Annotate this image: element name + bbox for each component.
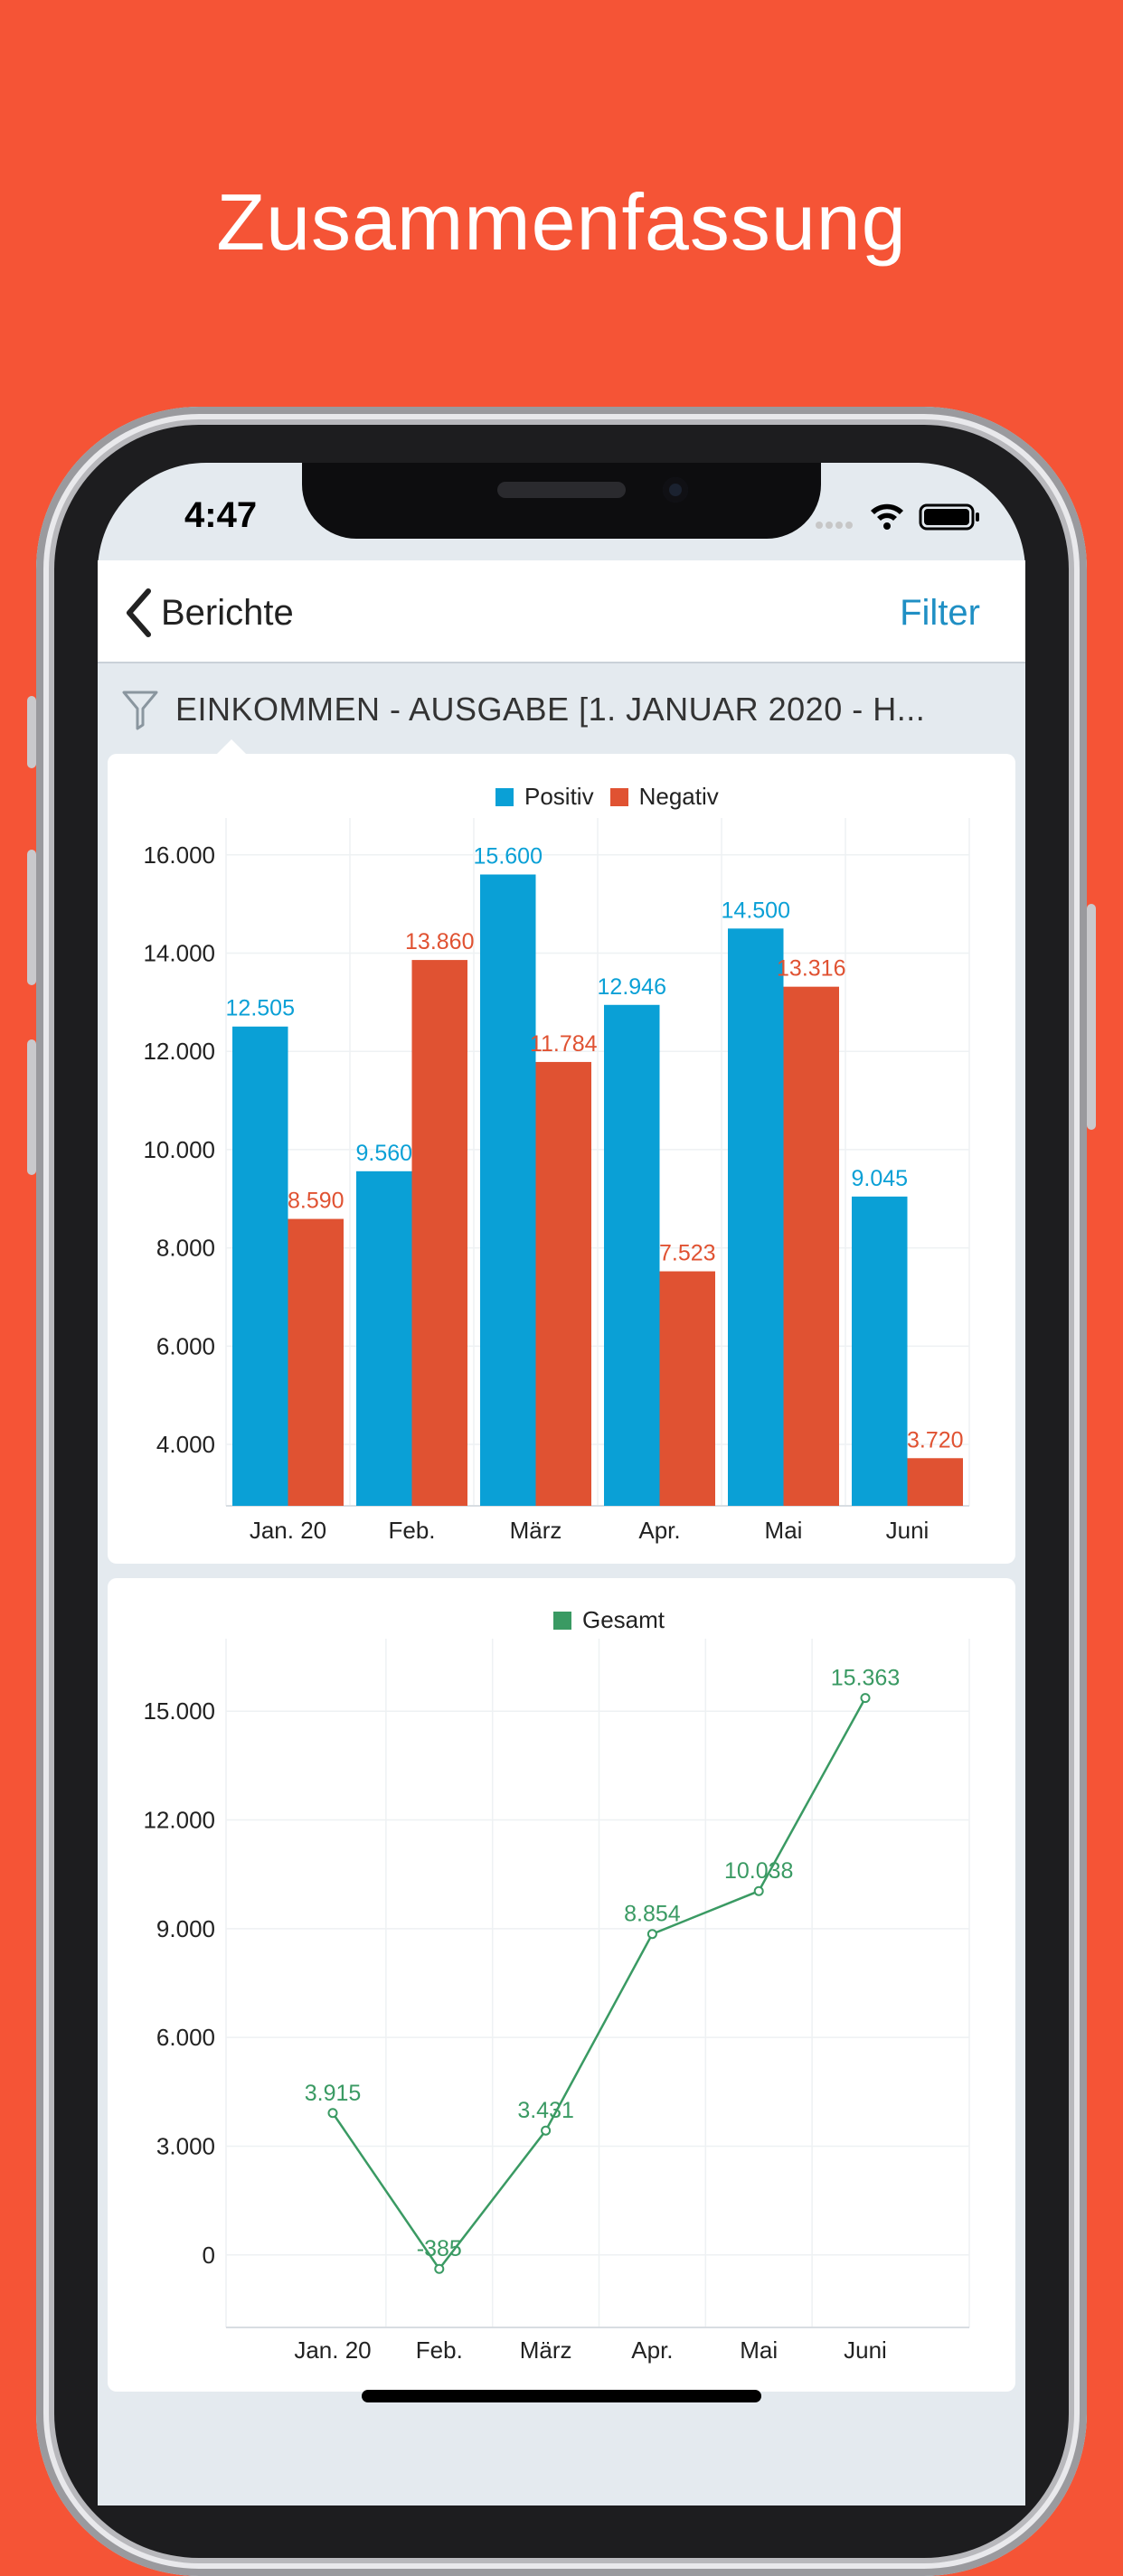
legend-total-label: Gesamt — [582, 1606, 665, 1633]
phone-camera — [663, 477, 688, 503]
point-value-label: 3.431 — [517, 2098, 574, 2123]
phone-notch — [302, 463, 821, 539]
legend-negative-swatch — [609, 787, 628, 806]
y-tick-label: 12.000 — [143, 1807, 215, 1834]
bar-positive — [852, 1196, 908, 1506]
y-tick-label: 15.000 — [143, 1697, 215, 1725]
phone-side-button — [27, 696, 36, 768]
phone-volume-down — [27, 1039, 36, 1175]
chevron-left-icon — [127, 588, 151, 637]
status-icons — [816, 503, 979, 531]
y-tick-label: 0 — [203, 2242, 215, 2269]
y-tick-label: 6.000 — [156, 1332, 215, 1359]
y-tick-label: 8.000 — [156, 1235, 215, 1262]
bar-value-label: 9.045 — [851, 1166, 908, 1191]
back-button-label: Berichte — [161, 592, 294, 633]
y-tick-label: 16.000 — [143, 841, 215, 869]
back-button[interactable]: Berichte — [125, 588, 294, 638]
y-tick-label: 6.000 — [156, 2024, 215, 2051]
y-tick-label: 10.000 — [143, 1136, 215, 1163]
bar-negative — [288, 1218, 344, 1506]
bar-value-label: 14.500 — [722, 898, 790, 923]
data-point — [541, 2125, 552, 2136]
x-tick-label: Apr. — [631, 2336, 673, 2364]
phone-volume-up — [27, 850, 36, 985]
cellular-signal-icon — [816, 522, 853, 529]
bar-negative — [535, 1061, 591, 1506]
bar-value-label: 9.560 — [355, 1141, 412, 1166]
x-tick-label: März — [520, 2336, 572, 2364]
bar-value-label: 7.523 — [659, 1241, 716, 1266]
x-tick-label: Apr. — [638, 1517, 680, 1544]
bar-value-label: 12.505 — [226, 996, 295, 1021]
bar-value-label: 13.316 — [777, 956, 845, 982]
bar-value-label: 11.784 — [530, 1031, 598, 1057]
x-tick-label: März — [510, 1517, 562, 1544]
battery-icon — [919, 503, 979, 531]
bar-value-label: 8.590 — [288, 1189, 344, 1214]
point-value-label: 8.854 — [624, 1902, 681, 1927]
bar-chart: 4.000 6.000 8.000 10.000 12.000 14.000 16.000 1… — [143, 818, 970, 1544]
bar-positive — [728, 928, 784, 1506]
x-tick-label: Jan. 20 — [250, 1517, 326, 1544]
funnel-icon — [122, 691, 158, 730]
status-time: 4:47 — [184, 495, 258, 535]
home-indicator[interactable] — [362, 2390, 761, 2402]
filter-summary-bar[interactable]: EINKOMMEN - AUSGABE [1. JANUAR 2020 - H.… — [98, 663, 1025, 756]
bar-chart-legend: Positiv Negativ — [495, 783, 719, 811]
filter-pointer — [215, 739, 248, 756]
legend-negative-label: Negativ — [638, 783, 719, 810]
data-point — [860, 1693, 871, 1704]
page-headline: Zusammenfassung — [216, 177, 907, 267]
x-tick-label: Feb. — [388, 1517, 435, 1544]
series-line-total — [331, 1697, 867, 2271]
y-tick-label: 14.000 — [143, 939, 215, 966]
filter-button[interactable]: Filter — [900, 593, 980, 633]
wifi-icon — [871, 503, 903, 530]
point-value-label: 15.363 — [831, 1666, 900, 1691]
x-tick-label: Juni — [886, 1517, 930, 1544]
x-tick-label: Jan. 20 — [294, 2336, 371, 2364]
bar-negative — [907, 1458, 963, 1506]
phone-power-button — [1087, 904, 1096, 1130]
bar-positive — [232, 1026, 288, 1506]
legend-total-swatch — [553, 1611, 571, 1630]
navigation-bar: Berichte Filter — [98, 560, 1025, 663]
line-chart-card — [108, 1578, 1015, 2392]
point-value-label: 3.915 — [305, 2081, 362, 2106]
x-tick-label: Feb. — [416, 2336, 463, 2364]
x-tick-label: Mai — [765, 1517, 803, 1544]
bar-negative — [659, 1271, 715, 1506]
x-tick-label: Juni — [844, 2336, 887, 2364]
bar-value-label: 12.946 — [598, 974, 666, 1000]
bar-negative — [411, 960, 467, 1506]
point-value-label: 10.038 — [724, 1858, 793, 1884]
y-tick-label: 12.000 — [143, 1038, 215, 1065]
line-chart-legend: Gesamt — [553, 1606, 665, 1634]
data-point — [434, 2263, 445, 2274]
filter-summary-text: EINKOMMEN - AUSGABE [1. JANUAR 2020 - H.… — [175, 691, 926, 728]
bar-positive — [356, 1170, 412, 1506]
bar-negative — [783, 986, 839, 1506]
bar-value-label: 15.600 — [474, 844, 543, 870]
bar-positive — [480, 874, 536, 1506]
y-tick-label: 4.000 — [156, 1431, 215, 1458]
x-tick-label: Mai — [740, 2336, 778, 2364]
data-point — [753, 1885, 764, 1896]
phone-speaker — [497, 482, 626, 498]
bar-value-label: 13.860 — [405, 929, 474, 954]
bar-positive — [604, 1004, 660, 1506]
point-value-label: -385 — [417, 2236, 462, 2261]
legend-positive-swatch — [495, 787, 514, 806]
data-point — [646, 1929, 657, 1940]
line-chart: 0 3.000 6.000 9.000 12.000 15.000 3.915 -385 3.4… — [143, 1639, 970, 2364]
legend-positive-label: Positiv — [524, 783, 594, 810]
bar-value-label: 3.720 — [907, 1427, 964, 1453]
data-point — [327, 2108, 338, 2119]
y-tick-label: 9.000 — [156, 1915, 215, 1942]
y-tick-label: 3.000 — [156, 2132, 215, 2159]
